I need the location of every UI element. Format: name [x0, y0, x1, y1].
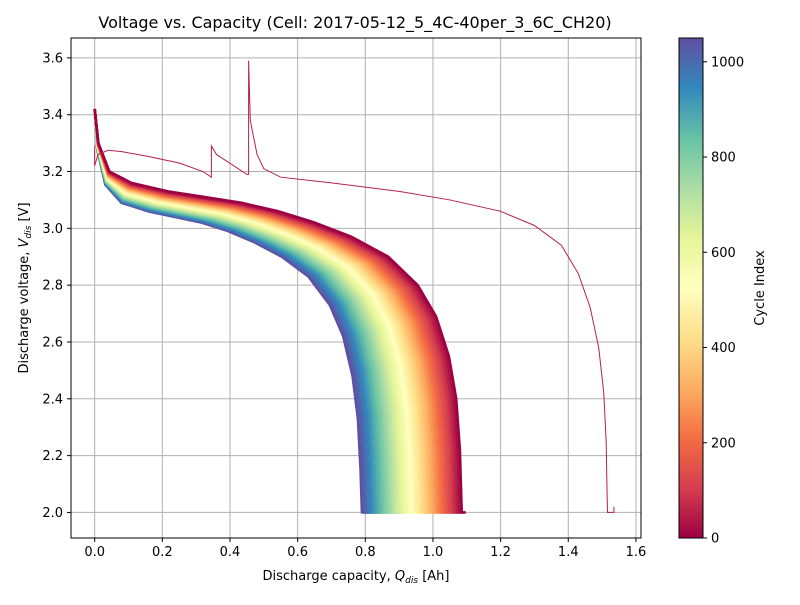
- x-tick-label: 0.2: [152, 545, 173, 560]
- colorbar-tick-label: 0: [711, 532, 719, 547]
- x-tick-label: 0.4: [220, 545, 241, 560]
- colorbar-tick-label: 400: [711, 341, 736, 356]
- colorbar: [678, 37, 704, 539]
- y-tick-label: 2.8: [42, 279, 63, 294]
- x-tick-label: 0.6: [287, 545, 308, 560]
- x-tick-label: 0.0: [84, 545, 105, 560]
- y-tick-label: 3.6: [42, 51, 63, 66]
- x-tick-label: 1.0: [423, 545, 444, 560]
- x-tick-label: 1.2: [490, 545, 511, 560]
- y-tick-label: 2.2: [42, 449, 63, 464]
- colorbar-tick-layer: 0 200 400 600 800 1000: [703, 55, 744, 547]
- cycle-curve: [93, 108, 369, 514]
- curve-layer: [93, 60, 615, 514]
- colorbar-tick-label: 800: [711, 151, 736, 166]
- tick-layer: 0.0 0.2 0.4 0.6 0.8 1.0 1.2 1.4 1.6 2.0 2.2 2.4 2.6 2…: [42, 51, 646, 560]
- y-tick-label: 3.4: [42, 108, 63, 123]
- colorbar-tick-label: 600: [711, 246, 736, 261]
- x-tick-label: 1.4: [558, 545, 579, 560]
- x-tick-label: 0.8: [355, 545, 376, 560]
- y-tick-label: 3.2: [42, 165, 63, 180]
- y-axis-title: Discharge voltage, Vdis [V]: [17, 202, 34, 373]
- y-tick-label: 2.6: [42, 335, 63, 350]
- cycle-0-curve: [94, 60, 615, 513]
- cycle-curve: [93, 108, 466, 514]
- colorbar-label: Cycle Index: [753, 250, 768, 326]
- y-tick-label: 3.0: [42, 222, 63, 237]
- chart-title: Voltage vs. Capacity (Cell: 2017-05-12_5…: [98, 13, 611, 33]
- y-tick-label: 2.0: [42, 506, 63, 521]
- x-tick-label: 1.6: [626, 545, 647, 560]
- y-tick-label: 2.4: [42, 392, 63, 407]
- plot-area-frame: [70, 37, 642, 539]
- colorbar-tick-label: 200: [711, 436, 736, 451]
- cycle-curve: [93, 108, 371, 514]
- x-axis-title: Discharge capacity, Qdis [Ah]: [263, 569, 450, 586]
- colorbar-tick-label: 1000: [711, 55, 744, 70]
